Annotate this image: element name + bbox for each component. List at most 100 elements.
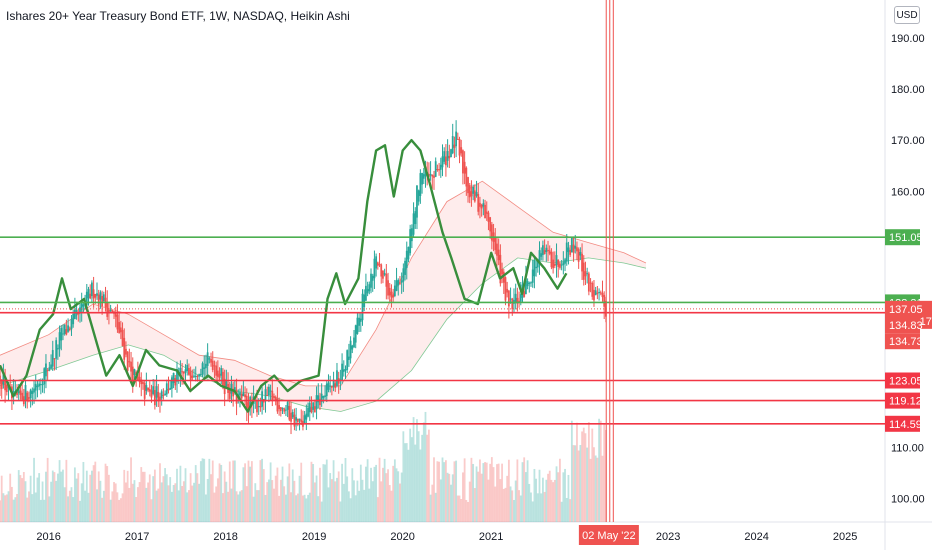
candle-body xyxy=(160,391,163,399)
candle-body xyxy=(523,291,526,297)
volume-bar xyxy=(320,501,323,522)
candle-body xyxy=(51,350,54,367)
candle-body xyxy=(153,390,156,406)
vertical-lines[interactable]: 02 May '22 xyxy=(578,0,639,545)
horizontal-levels[interactable]: 151.05138.31123.05119.12114.59137.0501:0… xyxy=(0,229,932,432)
volume-bar xyxy=(499,479,502,522)
volume-bar xyxy=(540,493,543,522)
volume-bar xyxy=(201,458,204,522)
cursor-date-label: 02 May '22 xyxy=(582,530,635,542)
volume-bar xyxy=(545,479,548,522)
candle-body xyxy=(305,413,308,420)
volume-bar xyxy=(108,474,110,522)
volume-bar xyxy=(349,498,352,522)
candle-body xyxy=(119,327,122,333)
volume-bar xyxy=(416,419,418,522)
candle-body xyxy=(261,391,263,407)
volume-bar xyxy=(603,424,606,522)
candle-body xyxy=(388,287,391,296)
candle-body xyxy=(72,313,75,325)
price-axis[interactable]: 190.00 180.00 170.00 160.00 110.00 100.00 xyxy=(891,33,925,506)
candle-body xyxy=(249,396,252,408)
volume-bar xyxy=(337,471,340,522)
volume-bar xyxy=(17,470,20,522)
volume-bar xyxy=(332,460,335,522)
candle-body xyxy=(82,304,85,307)
volume-bar xyxy=(188,490,190,522)
candle-body xyxy=(225,381,228,387)
candle-body xyxy=(524,278,527,295)
volume-bar xyxy=(196,473,199,522)
volume-bar xyxy=(254,483,257,522)
time-tick-label: 2020 xyxy=(390,531,414,543)
candle-body xyxy=(24,385,27,401)
volume-bar xyxy=(276,467,279,522)
price-tick-label: 190.00 xyxy=(891,33,925,45)
candle-body xyxy=(516,297,519,304)
volume-bar xyxy=(511,490,514,522)
volume-bar xyxy=(72,497,75,522)
price-tick-label: 180.00 xyxy=(891,84,925,96)
volume-bar xyxy=(325,459,328,522)
volume-bar xyxy=(305,498,308,522)
volume-bar xyxy=(358,490,361,522)
candle-body xyxy=(598,291,600,293)
candle-body xyxy=(240,393,243,399)
volume-bar xyxy=(480,473,483,522)
volume-bar xyxy=(400,472,403,522)
volume-bar xyxy=(584,433,587,522)
candle-body xyxy=(33,388,35,393)
candle-body xyxy=(540,253,543,257)
volume-bar xyxy=(113,482,115,522)
volume-bar xyxy=(199,461,202,522)
time-tick-label: 2018 xyxy=(213,531,237,543)
price-tick-label: 110.00 xyxy=(891,442,924,454)
candle-body xyxy=(73,309,76,320)
volume-bar xyxy=(174,483,177,522)
volume-bar xyxy=(455,460,458,522)
volume-bar xyxy=(2,493,5,522)
candle-body xyxy=(327,382,330,390)
candle-body xyxy=(402,268,405,282)
volume-bar xyxy=(402,431,405,522)
candle-body xyxy=(547,249,549,252)
volume-bar xyxy=(128,487,131,522)
volume-bar xyxy=(310,461,313,522)
candle-body xyxy=(393,285,396,296)
volume-bar xyxy=(519,495,522,522)
volume-bar xyxy=(118,499,121,522)
candle-body xyxy=(572,244,575,253)
volume-bar xyxy=(330,479,333,522)
volume-bar xyxy=(43,499,46,522)
candle-body xyxy=(416,185,418,218)
volume-bar xyxy=(143,471,146,522)
volume-bar xyxy=(327,487,330,522)
candle-body xyxy=(247,402,250,413)
volume-bar xyxy=(368,488,371,522)
volume-bar xyxy=(94,461,97,522)
candle-body xyxy=(296,418,299,423)
volume-bar xyxy=(552,482,555,522)
volume-bar xyxy=(521,462,524,522)
currency-button[interactable]: USD xyxy=(894,6,920,24)
candle-body xyxy=(179,367,182,375)
candle-body xyxy=(419,173,422,197)
candle-body xyxy=(564,259,566,264)
volume-bar xyxy=(463,458,466,522)
volume-bar xyxy=(60,471,63,522)
volume-bar xyxy=(189,473,192,522)
candle-body xyxy=(181,371,184,373)
candle-body xyxy=(4,379,7,391)
candle-body xyxy=(405,250,408,268)
candle-body xyxy=(559,263,561,268)
candle-body xyxy=(511,298,514,310)
volume-bar xyxy=(247,460,250,522)
time-axis[interactable]: 2016 2017 2018 2019 2020 2021 2023 2024 2025 xyxy=(36,531,857,543)
volume-bar xyxy=(598,418,600,522)
volume-bar xyxy=(264,494,267,522)
candle-body xyxy=(155,386,158,398)
volume-bar xyxy=(126,470,129,522)
time-tick-label: 2019 xyxy=(302,531,326,543)
